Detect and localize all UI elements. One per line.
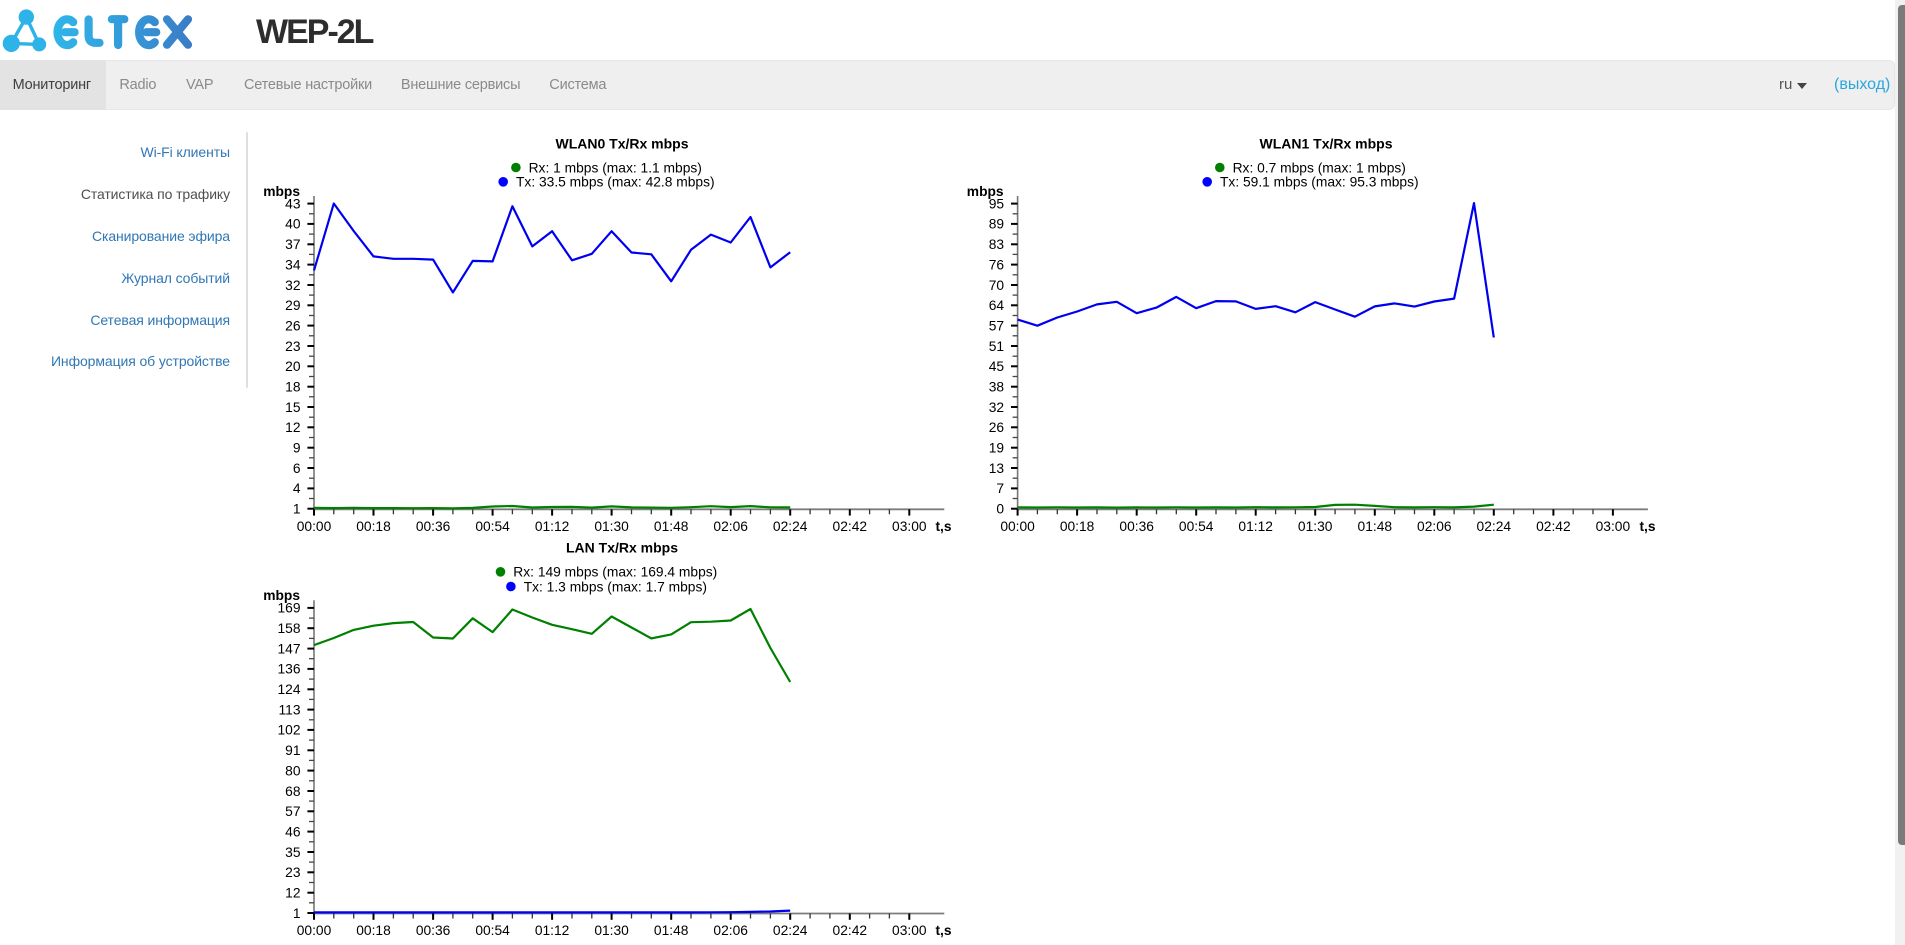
svg-text:64: 64 [989,298,1005,313]
svg-text:158: 158 [277,621,300,636]
svg-text:34: 34 [285,257,301,272]
svg-text:mbps: mbps [263,184,300,199]
svg-text:02:24: 02:24 [773,519,808,534]
svg-text:76: 76 [989,257,1005,272]
svg-text:38: 38 [989,380,1005,395]
svg-text:t,s: t,s [1639,519,1655,534]
svg-text:02:42: 02:42 [833,519,868,534]
svg-text:0: 0 [996,502,1004,517]
svg-text:Rx: 149 mbps (max: 169.4 mbps): Rx: 149 mbps (max: 169.4 mbps) [513,565,717,580]
svg-text:02:24: 02:24 [773,923,808,938]
svg-text:89: 89 [989,217,1005,232]
svg-text:23: 23 [285,865,301,880]
svg-text:01:48: 01:48 [654,923,689,938]
svg-text:01:48: 01:48 [654,519,689,534]
svg-text:32: 32 [989,400,1004,415]
svg-text:WLAN0 Tx/Rx mbps: WLAN0 Tx/Rx mbps [555,135,688,151]
svg-text:12: 12 [285,420,300,435]
svg-text:1: 1 [293,502,301,517]
svg-text:91: 91 [285,743,300,758]
svg-text:7: 7 [996,481,1004,496]
svg-text:03:00: 03:00 [892,519,927,534]
svg-text:t,s: t,s [935,923,951,938]
svg-text:00:36: 00:36 [1119,519,1154,534]
svg-text:9: 9 [293,441,301,456]
svg-text:29: 29 [285,298,301,313]
svg-text:46: 46 [285,824,301,839]
svg-text:83: 83 [989,237,1005,252]
svg-text:02:42: 02:42 [833,923,868,938]
svg-text:169: 169 [277,601,300,616]
svg-text:00:18: 00:18 [1060,519,1095,534]
svg-text:95: 95 [989,196,1005,211]
svg-text:Tx: 1.3 mbps (max: 1.7 mbps): Tx: 1.3 mbps (max: 1.7 mbps) [524,579,707,594]
svg-text:43: 43 [285,196,301,211]
svg-text:02:06: 02:06 [713,923,748,938]
svg-text:t,s: t,s [935,519,951,534]
svg-text:00:00: 00:00 [297,923,332,938]
svg-text:57: 57 [285,804,300,819]
svg-text:6: 6 [293,461,301,476]
svg-text:mbps: mbps [967,184,1004,199]
svg-text:00:18: 00:18 [356,923,391,938]
svg-text:01:30: 01:30 [594,519,629,534]
svg-text:136: 136 [277,662,300,677]
svg-text:Tx: 59.1 mbps (max: 95.3 mbps): Tx: 59.1 mbps (max: 95.3 mbps) [1220,175,1419,190]
svg-text:01:12: 01:12 [535,519,570,534]
svg-text:23: 23 [285,339,301,354]
svg-text:01:48: 01:48 [1358,519,1393,534]
svg-text:35: 35 [285,845,301,860]
svg-text:147: 147 [277,641,300,656]
svg-text:13: 13 [989,461,1005,476]
svg-text:26: 26 [989,420,1005,435]
svg-text:18: 18 [285,380,301,395]
svg-text:37: 37 [285,237,300,252]
svg-text:51: 51 [989,339,1004,354]
svg-text:1: 1 [293,906,301,921]
svg-text:68: 68 [285,784,301,799]
svg-text:12: 12 [285,886,300,901]
svg-text:02:42: 02:42 [1536,519,1571,534]
svg-text:00:54: 00:54 [475,923,510,938]
svg-text:26: 26 [285,318,301,333]
svg-text:40: 40 [285,217,301,232]
svg-text:01:30: 01:30 [1298,519,1333,534]
svg-text:70: 70 [989,278,1005,293]
svg-text:WLAN1 Tx/Rx mbps: WLAN1 Tx/Rx mbps [1259,135,1392,151]
svg-text:03:00: 03:00 [892,923,927,938]
svg-text:01:12: 01:12 [535,923,570,938]
svg-text:113: 113 [279,702,301,717]
svg-text:03:00: 03:00 [1596,519,1631,534]
svg-text:Rx: 0.7 mbps (max: 1 mbps): Rx: 0.7 mbps (max: 1 mbps) [1233,160,1406,175]
svg-text:00:54: 00:54 [475,519,510,534]
svg-text:00:00: 00:00 [297,519,332,534]
svg-text:01:12: 01:12 [1238,519,1273,534]
svg-text:00:00: 00:00 [1000,519,1035,534]
svg-text:15: 15 [285,400,301,415]
svg-text:00:36: 00:36 [416,519,451,534]
svg-text:45: 45 [989,359,1005,374]
svg-text:80: 80 [285,763,301,778]
svg-text:02:06: 02:06 [713,519,748,534]
svg-text:01:30: 01:30 [594,923,629,938]
svg-text:4: 4 [293,481,301,496]
svg-text:LAN Tx/Rx mbps: LAN Tx/Rx mbps [566,540,678,556]
svg-text:57: 57 [989,318,1004,333]
svg-text:19: 19 [989,441,1005,456]
svg-text:mbps: mbps [263,588,300,603]
svg-text:02:24: 02:24 [1477,519,1512,534]
svg-text:00:18: 00:18 [356,519,391,534]
svg-text:124: 124 [277,682,300,697]
svg-text:Rx: 1 mbps (max: 1.1 mbps): Rx: 1 mbps (max: 1.1 mbps) [529,160,702,175]
svg-text:32: 32 [285,278,300,293]
svg-text:102: 102 [277,723,300,738]
svg-text:02:06: 02:06 [1417,519,1452,534]
svg-text:00:36: 00:36 [416,923,451,938]
svg-text:20: 20 [285,359,301,374]
svg-text:Tx: 33.5 mbps (max: 42.8 mbps): Tx: 33.5 mbps (max: 42.8 mbps) [516,175,715,190]
svg-text:00:54: 00:54 [1179,519,1214,534]
